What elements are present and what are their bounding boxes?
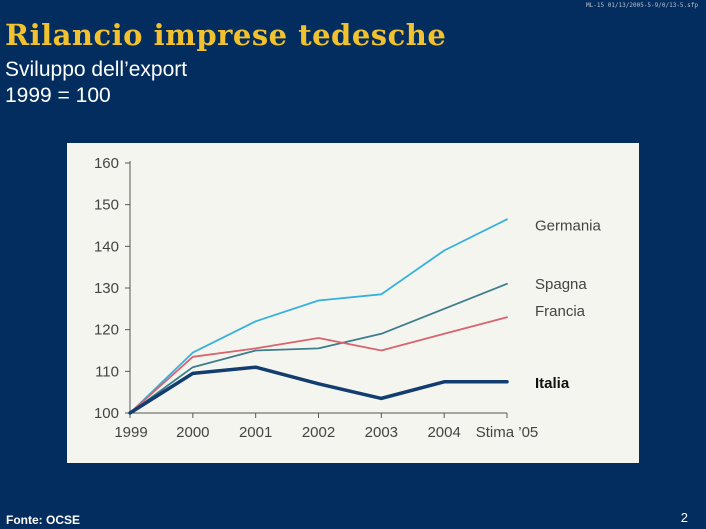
subtitle-line-2: 1999 = 100 [5,84,111,107]
series-label-spagna: Spagna [535,276,587,293]
x-tick-label-5: 2004 [427,424,460,441]
y-tick-label-110: 110 [95,363,119,380]
slide-title: Rilancio imprese tedesche [5,18,447,52]
source-note: Fonte: OCSE [6,513,80,527]
x-tick-label-2: 2001 [239,424,272,441]
export-line-chart: 100 110 120 130 140 150 160 1999 2000 2001 2002 200… [94,155,602,441]
page-number: 2 [680,510,688,525]
slide-code: ML-15 01/13/2005-5-9/0/13-5.sfp [586,2,698,9]
series-label-germania: Germania [535,217,602,234]
series-line-spagna [129,282,508,414]
slide-subtitle: Sviluppo dell’export 1999 = 100 [5,57,187,109]
y-tick-label-140: 140 [94,238,119,255]
y-tick-label-130: 130 [94,280,119,297]
series-label-italia: Italia [535,375,570,392]
series-line-francia [129,316,508,414]
series-label-francia: Francia [535,303,586,320]
y-tick-label-100: 100 [94,405,119,422]
y-tick-label-120: 120 [94,322,119,339]
x-tick-label-1: 2000 [176,424,209,441]
y-tick-label-160: 160 [94,155,119,172]
export-chart-panel: 100 110 120 130 140 150 160 1999 2000 2001 2002 200… [67,143,639,463]
x-tick-label-6: Stima ’05 [476,424,539,441]
y-tick-label-150: 150 [94,197,119,214]
x-tick-label-3: 2002 [302,424,335,441]
subtitle-line-1: Sviluppo dell’export [5,58,188,81]
series-line-italia [128,365,509,415]
x-tick-label-0: 1999 [114,424,147,441]
series-line-germania [129,218,508,414]
x-tick-label-4: 2003 [365,424,398,441]
